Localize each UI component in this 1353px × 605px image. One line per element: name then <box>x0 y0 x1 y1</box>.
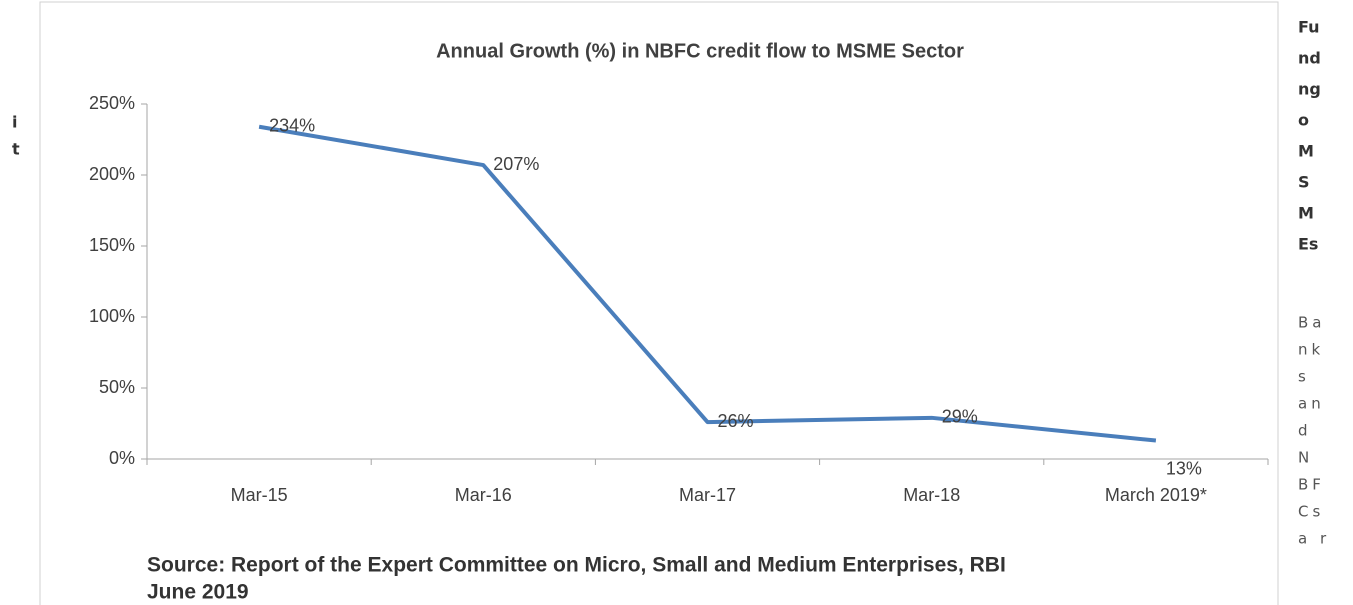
side-body: d <box>1298 422 1312 440</box>
side-heading: M <box>1298 142 1314 161</box>
source-line: June 2019 <box>147 581 249 604</box>
y-tick-label: 50% <box>99 377 135 397</box>
y-tick-label: 150% <box>89 235 135 255</box>
data-label: 26% <box>718 411 754 431</box>
side-fragment: i <box>12 113 17 132</box>
source-line: Source: Report of the Expert Committee o… <box>147 554 1006 577</box>
side-heading: M <box>1298 204 1314 223</box>
side-heading: Es <box>1298 235 1318 254</box>
x-tick-label: Mar-16 <box>455 485 512 505</box>
side-heading: nd <box>1298 49 1321 68</box>
y-tick-label: 250% <box>89 93 135 113</box>
side-body: nk <box>1298 341 1324 359</box>
side-heading: o <box>1298 111 1309 130</box>
side-heading: S <box>1298 173 1310 192</box>
x-tick-label: Mar-17 <box>679 485 736 505</box>
side-body: s <box>1298 368 1310 386</box>
chart-frame <box>39 1 1279 605</box>
side-heading: ng <box>1298 80 1321 99</box>
y-tick-label: 100% <box>89 306 135 326</box>
side-body: Ba <box>1298 314 1325 332</box>
data-label: 207% <box>493 154 539 174</box>
side-body: N <box>1298 449 1313 467</box>
side-heading: Fu <box>1298 18 1320 37</box>
side-body: a r <box>1298 530 1330 548</box>
side-fragment: t <box>12 140 20 159</box>
side-body: Cs <box>1298 503 1324 521</box>
y-tick-label: 200% <box>89 164 135 184</box>
y-tick-label: 0% <box>109 448 135 468</box>
side-body: an <box>1298 395 1325 413</box>
data-line <box>258 124 1157 443</box>
data-label: 13% <box>1166 458 1202 478</box>
x-tick-label: Mar-15 <box>231 485 288 505</box>
x-tick-label: March 2019* <box>1105 485 1207 505</box>
side-body: BF <box>1298 476 1325 494</box>
chart-title: Annual Growth (%) in NBFC credit flow to… <box>436 40 964 62</box>
data-label: 29% <box>942 407 978 427</box>
data-label: 234% <box>269 115 315 135</box>
x-tick-label: Mar-18 <box>903 485 960 505</box>
